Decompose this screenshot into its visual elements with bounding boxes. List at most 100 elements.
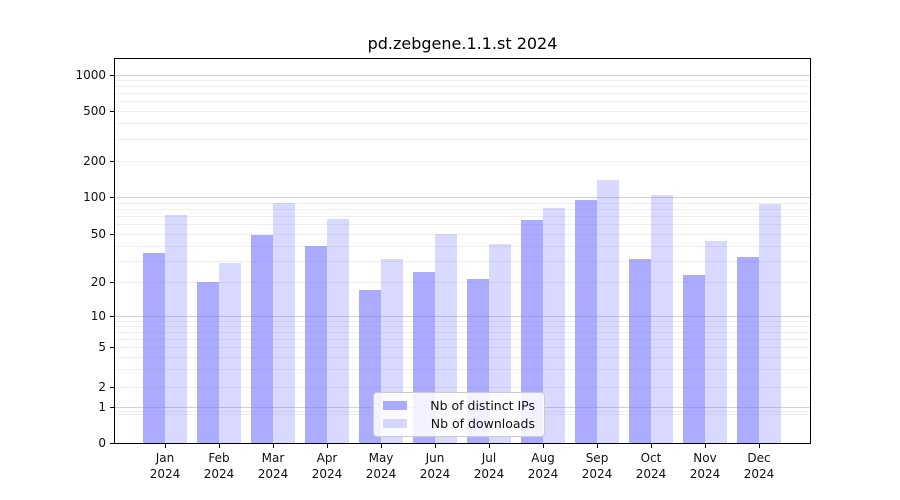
bar-distinct-ips <box>197 282 219 443</box>
minor-gridline <box>115 338 810 340</box>
legend-entry-downloads: Nb of downloads <box>383 416 535 431</box>
x-tick-month: Sep <box>585 451 609 465</box>
y-tick <box>110 197 114 199</box>
y-tick <box>110 407 114 409</box>
x-tick-label: Jun 2024 <box>407 451 463 482</box>
minor-gridline <box>115 161 810 162</box>
minor-gridline <box>115 282 810 283</box>
y-tick-label: 10 <box>90 309 106 323</box>
x-tick <box>165 443 167 448</box>
x-tick-year: 2024 <box>419 466 451 481</box>
plot-area <box>110 58 811 448</box>
bar-distinct-ips <box>521 219 543 443</box>
bar-distinct-ips <box>575 199 597 443</box>
x-tick <box>489 443 491 448</box>
bar-downloads <box>705 240 727 443</box>
bar-distinct-ips <box>143 252 165 443</box>
x-tick-year: 2024 <box>203 466 235 481</box>
x-tick-label: Aug 2024 <box>515 451 571 482</box>
y-tick-label: 500 <box>83 104 106 118</box>
bar-distinct-ips <box>683 274 705 443</box>
x-tick-month: Mar <box>261 451 285 465</box>
minor-gridline <box>115 369 810 371</box>
bar-distinct-ips <box>251 235 273 443</box>
major-gridline <box>115 197 810 198</box>
minor-gridline <box>115 320 810 322</box>
x-tick-label: Sep 2024 <box>569 451 625 482</box>
y-tick <box>110 282 114 284</box>
bar-downloads <box>273 203 295 443</box>
minor-gridline <box>115 123 810 125</box>
x-tick-year: 2024 <box>689 466 721 481</box>
x-tick-month: Oct <box>640 451 662 465</box>
minor-gridline <box>115 138 810 140</box>
y-tick-label: 5 <box>98 340 106 354</box>
x-tick-label: Feb 2024 <box>191 451 247 482</box>
bar-downloads <box>759 203 781 443</box>
y-tick <box>110 111 114 113</box>
legend-label-distinct-ips: Nb of distinct IPs <box>430 398 535 413</box>
bar-downloads <box>165 215 187 443</box>
y-tick <box>110 74 114 76</box>
y-tick-label: 100 <box>83 190 106 204</box>
legend-entry-distinct-ips: Nb of distinct IPs <box>383 398 535 413</box>
x-tick-label: Jul 2024 <box>461 451 517 482</box>
bar-distinct-ips <box>737 257 759 443</box>
x-tick-year: 2024 <box>581 466 613 481</box>
bar-downloads <box>219 262 241 443</box>
minor-gridline <box>115 325 810 327</box>
x-tick-year: 2024 <box>527 466 559 481</box>
x-tick <box>219 443 221 448</box>
x-tick-year: 2024 <box>311 466 343 481</box>
bar-downloads <box>651 194 673 443</box>
legend-label-downloads: Nb of downloads <box>430 416 535 431</box>
x-tick-year: 2024 <box>257 466 289 481</box>
y-tick <box>110 387 114 389</box>
x-tick <box>273 443 275 448</box>
x-tick-label: May 2024 <box>353 451 409 482</box>
minor-gridline <box>115 331 810 333</box>
legend: Nb of distinct IPs Nb of downloads <box>373 392 545 437</box>
major-gridline <box>115 316 810 317</box>
minor-gridline <box>115 347 810 348</box>
x-tick-year: 2024 <box>743 466 775 481</box>
legend-swatch-downloads <box>383 419 407 428</box>
y-tick <box>110 443 114 445</box>
minor-gridline <box>115 224 810 226</box>
minor-gridline <box>115 93 810 95</box>
minor-gridline <box>115 208 810 210</box>
x-tick-label: Mar 2024 <box>245 451 301 482</box>
minor-gridline <box>115 202 810 204</box>
x-tick <box>759 443 761 448</box>
y-tick <box>110 234 114 236</box>
bar-downloads <box>543 208 565 443</box>
x-tick-month: Jan <box>155 451 175 465</box>
bar-distinct-ips <box>629 259 651 443</box>
y-tick-label: 0 <box>98 436 106 450</box>
y-tick-label: 1000 <box>75 67 106 82</box>
x-tick-label: Dec 2024 <box>731 451 787 482</box>
x-tick-month: Jun <box>425 451 445 465</box>
minor-gridline <box>115 356 810 358</box>
minor-gridline <box>115 387 810 388</box>
y-tick-label: 20 <box>90 275 106 289</box>
x-tick-month: Nov <box>693 451 717 465</box>
minor-gridline <box>115 101 810 103</box>
x-tick-month: May <box>368 451 394 465</box>
minor-gridline <box>115 245 810 247</box>
x-tick-label: Nov 2024 <box>677 451 733 482</box>
minor-gridline <box>115 80 810 82</box>
minor-gridline <box>115 111 810 112</box>
x-tick-label: Apr 2024 <box>299 451 355 482</box>
x-tick <box>435 443 437 448</box>
bar-downloads <box>327 219 349 443</box>
x-tick-month: Apr <box>316 451 338 465</box>
minor-gridline <box>115 86 810 88</box>
minor-gridline <box>115 234 810 235</box>
legend-swatch-distinct-ips <box>383 401 407 410</box>
x-tick <box>381 443 383 448</box>
y-tick-label: 1 <box>98 400 106 414</box>
x-tick-year: 2024 <box>365 466 397 481</box>
minor-gridline <box>115 260 810 262</box>
